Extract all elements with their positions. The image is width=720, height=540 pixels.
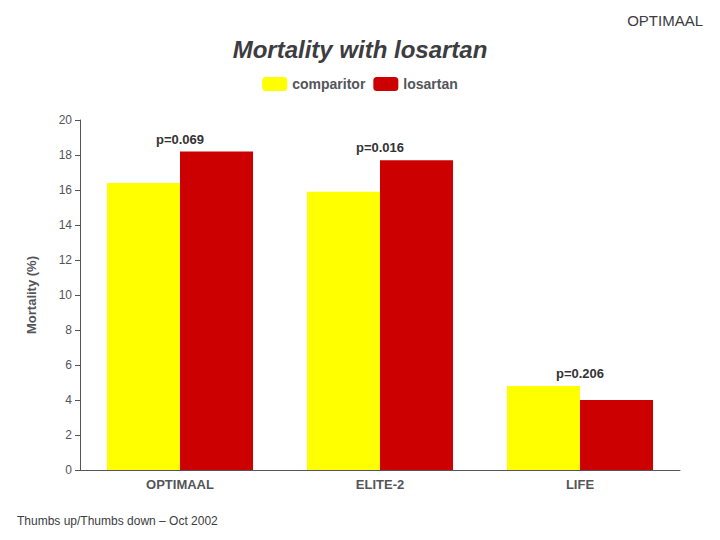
svg-text:20: 20: [59, 113, 73, 127]
svg-text:p=0.069: p=0.069: [156, 132, 204, 147]
svg-text:16: 16: [59, 183, 73, 197]
svg-text:14: 14: [59, 218, 73, 232]
svg-text:Mortality with losartan: Mortality with losartan: [233, 36, 488, 63]
svg-text:Thumbs up/Thumbs down – Oct 20: Thumbs up/Thumbs down – Oct 2002: [17, 514, 218, 528]
svg-text:18: 18: [59, 148, 73, 162]
svg-text:6: 6: [65, 358, 72, 372]
svg-text:0: 0: [65, 463, 72, 477]
svg-text:losartan: losartan: [403, 76, 457, 92]
svg-text:8: 8: [65, 323, 72, 337]
svg-text:p=0.206: p=0.206: [556, 366, 604, 381]
svg-text:4: 4: [65, 393, 72, 407]
svg-text:Mortality (%): Mortality (%): [24, 256, 39, 334]
svg-text:OPTIMAAL: OPTIMAAL: [146, 477, 214, 492]
svg-text:comparitor: comparitor: [292, 76, 366, 92]
svg-text:10: 10: [59, 288, 73, 302]
svg-text:2: 2: [65, 428, 72, 442]
svg-text:12: 12: [59, 253, 73, 267]
svg-text:OPTIMAAL: OPTIMAAL: [627, 12, 703, 29]
svg-text:p=0.016: p=0.016: [356, 140, 404, 155]
svg-text:ELITE-2: ELITE-2: [356, 477, 404, 492]
svg-text:LIFE: LIFE: [566, 477, 594, 492]
